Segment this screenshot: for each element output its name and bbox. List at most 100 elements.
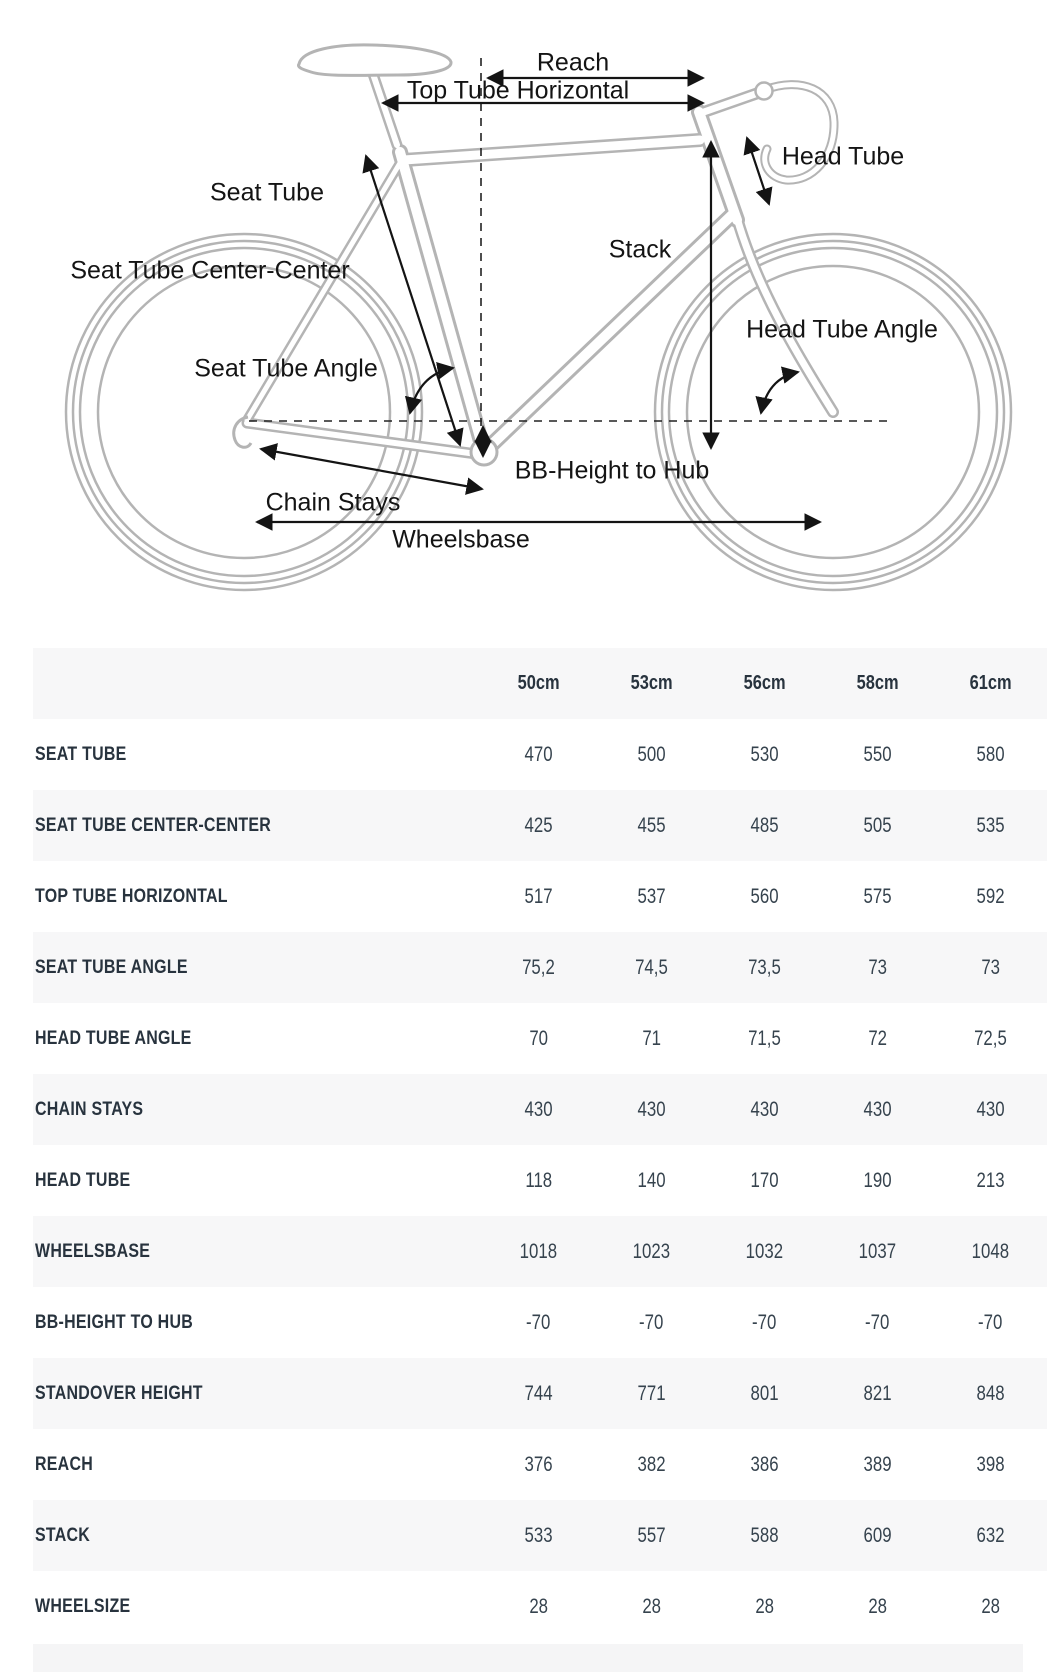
seat-tube-angle-arc: [404, 362, 455, 415]
geometry-value: 190: [821, 1145, 934, 1216]
geometry-value-text: 533: [524, 1523, 553, 1547]
column-header-text: 53cm: [630, 672, 673, 694]
geometry-value-text: 821: [863, 1381, 892, 1405]
diagram-label-seat-tube-angle: Seat Tube Angle: [194, 354, 378, 383]
geometry-value: -70: [482, 1287, 595, 1358]
geometry-value: 430: [821, 1074, 934, 1145]
row-label: WHEELSBASE: [33, 1216, 482, 1287]
geometry-value: 1018: [482, 1216, 595, 1287]
geometry-value: 73: [934, 932, 1047, 1003]
geometry-value: 588: [708, 1500, 821, 1571]
row-label-text: SEAT TUBE ANGLE: [35, 956, 188, 978]
geometry-value: 557: [595, 1500, 708, 1571]
geometry-value: 213: [934, 1145, 1047, 1216]
chain-stays-arrow: [259, 443, 484, 495]
row-label: CHAIN STAYS: [33, 1074, 482, 1145]
row-label: BB-HEIGHT TO HUB: [33, 1287, 482, 1358]
geometry-value-text: 28: [755, 1594, 774, 1618]
geometry-value-text: 517: [524, 884, 553, 908]
row-label: HEAD TUBE ANGLE: [33, 1003, 482, 1074]
geometry-value-text: 609: [863, 1523, 892, 1547]
row-label-text: STANDOVER HEIGHT: [35, 1382, 203, 1404]
row-label: WHEELSIZE: [33, 1571, 482, 1642]
table-row: HEAD TUBE 118 140 170 190 213: [33, 1145, 1047, 1216]
geometry-value: 430: [708, 1074, 821, 1145]
geometry-value-text: 140: [637, 1168, 666, 1192]
row-label: REACH: [33, 1429, 482, 1500]
geometry-value: 500: [595, 719, 708, 790]
column-header-text: 58cm: [856, 672, 899, 694]
table-row: CHAIN STAYS 430 430 430 430 430: [33, 1074, 1047, 1145]
row-label-text: HEAD TUBE: [35, 1169, 131, 1191]
head-tube-angle-arc: [755, 366, 800, 415]
geometry-value-text: 560: [750, 884, 779, 908]
geometry-value: 455: [595, 790, 708, 861]
geometry-value-text: 28: [868, 1594, 887, 1618]
geometry-value-text: 588: [750, 1523, 779, 1547]
geometry-value: 73,5: [708, 932, 821, 1003]
geometry-value: 537: [595, 861, 708, 932]
geometry-value: 470: [482, 719, 595, 790]
diagram-label-reach: Reach: [536, 48, 610, 77]
row-label: HEAD TUBE: [33, 1145, 482, 1216]
geometry-value: 28: [821, 1571, 934, 1642]
geometry-value-text: 28: [981, 1594, 1000, 1618]
table-header-empty-cell: [33, 648, 482, 719]
geometry-value-text: -70: [752, 1310, 777, 1334]
geometry-value: 28: [482, 1571, 595, 1642]
column-header-text: 50cm: [517, 672, 560, 694]
geometry-value-text: 28: [642, 1594, 661, 1618]
geometry-value: 485: [708, 790, 821, 861]
row-label-text: WHEELSBASE: [35, 1240, 151, 1262]
geometry-value-text: -70: [526, 1310, 551, 1334]
geometry-value: 72,5: [934, 1003, 1047, 1074]
geometry-value: 72: [821, 1003, 934, 1074]
bike-geometry-diagram: Reach Top Tube Horizontal Head Tube Seat…: [0, 0, 1056, 600]
head-tube-arrow: [743, 136, 773, 206]
reference-lines: [249, 58, 890, 428]
dimension-arrows: [255, 69, 822, 531]
geometry-value: 533: [482, 1500, 595, 1571]
geometry-value-text: 430: [976, 1097, 1005, 1121]
diagram-label-bb-height-to-hub: BB-Height to Hub: [514, 456, 710, 485]
row-label-text: REACH: [35, 1453, 94, 1475]
geometry-value-text: 430: [750, 1097, 779, 1121]
geometry-value: 170: [708, 1145, 821, 1216]
geometry-value-text: 1023: [632, 1239, 671, 1263]
diagram-label-head-tube: Head Tube: [781, 142, 905, 171]
table-row: WHEELSIZE 28 28 28 28 28: [33, 1571, 1047, 1642]
geometry-value-text: 801: [750, 1381, 779, 1405]
diagram-label-chain-stays: Chain Stays: [265, 488, 401, 517]
geometry-value: 398: [934, 1429, 1047, 1500]
table-row: SEAT TUBE CENTER-CENTER 425 455 485 505 535: [33, 790, 1047, 861]
row-label: SEAT TUBE ANGLE: [33, 932, 482, 1003]
geometry-value-text: 500: [637, 742, 666, 766]
geometry-value: 560: [708, 861, 821, 932]
geometry-value-text: 771: [637, 1381, 666, 1405]
geometry-value-text: 73: [981, 955, 1000, 979]
geometry-value: -70: [595, 1287, 708, 1358]
geometry-value-text: 376: [524, 1452, 553, 1476]
geometry-value-text: -70: [865, 1310, 890, 1334]
row-label-text: HEAD TUBE ANGLE: [35, 1027, 192, 1049]
column-header: 53cm: [595, 648, 708, 719]
handlebar-clamp: [754, 81, 774, 101]
front-wheel: [653, 232, 1013, 592]
geometry-value-text: 580: [976, 742, 1005, 766]
geometry-value: 744: [482, 1358, 595, 1429]
geometry-value-text: 71: [642, 1026, 661, 1050]
bike-diagram-svg: [64, 43, 1013, 592]
table-header-row: 50cm 53cm 56cm 58cm 61cm: [33, 648, 1047, 719]
geometry-value-text: 170: [750, 1168, 779, 1192]
row-label-text: CHAIN STAYS: [35, 1098, 144, 1120]
geometry-value: 118: [482, 1145, 595, 1216]
partial-next-row-stripe: [33, 1644, 1023, 1672]
geometry-value: 1048: [934, 1216, 1047, 1287]
table-row: BB-HEIGHT TO HUB -70 -70 -70 -70 -70: [33, 1287, 1047, 1358]
geometry-value: 430: [595, 1074, 708, 1145]
table-row: STANDOVER HEIGHT 744 771 801 821 848: [33, 1358, 1047, 1429]
geometry-value-text: 550: [863, 742, 892, 766]
geometry-value-text: 74,5: [635, 955, 668, 979]
geometry-value: 430: [934, 1074, 1047, 1145]
geometry-value-text: 430: [524, 1097, 553, 1121]
